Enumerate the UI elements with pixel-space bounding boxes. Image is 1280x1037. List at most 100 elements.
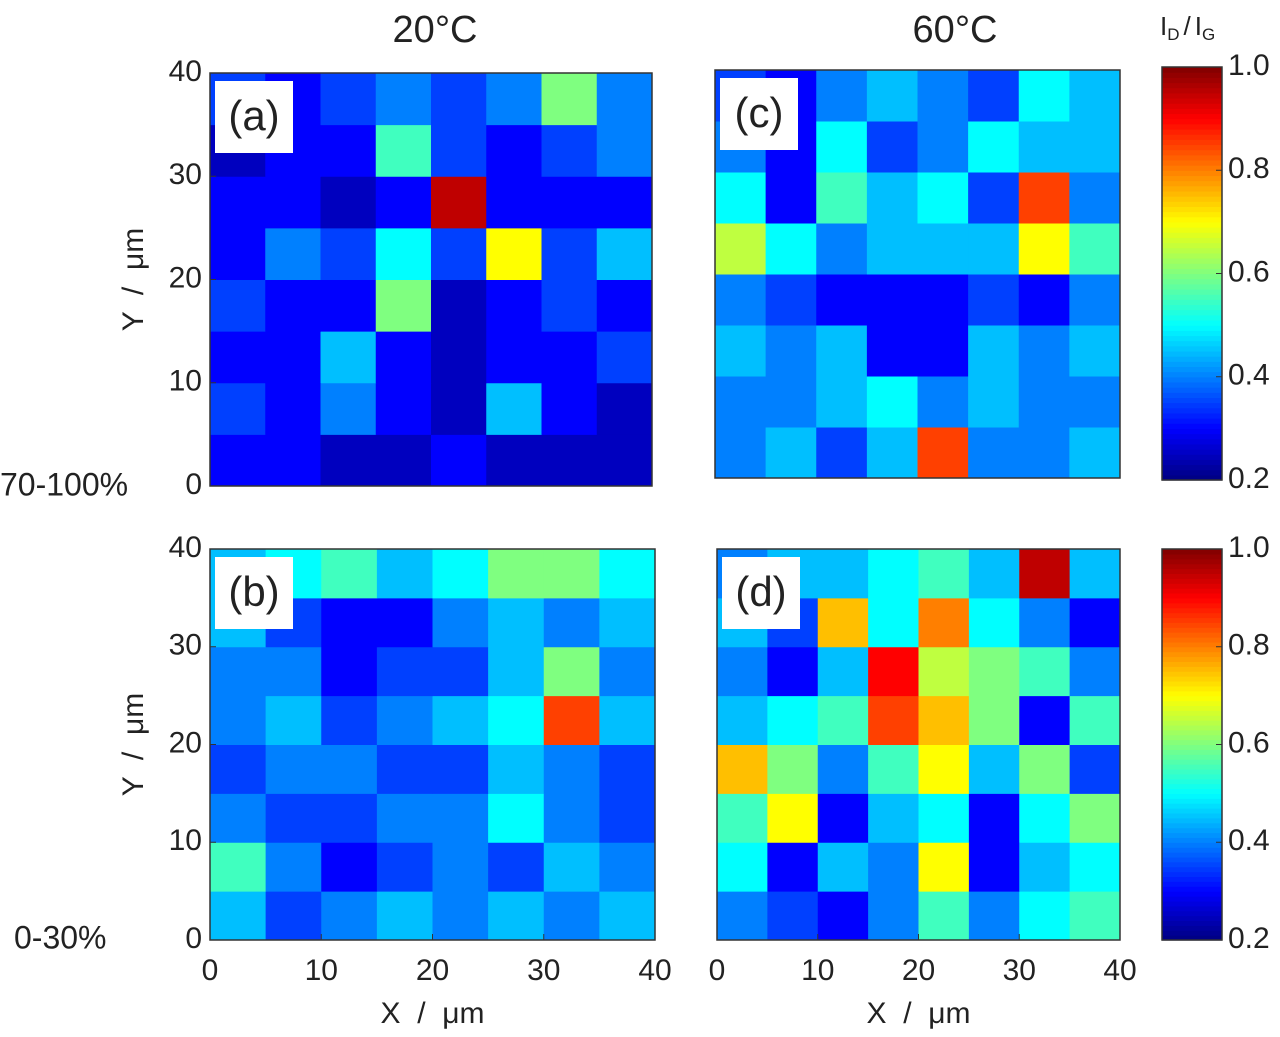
panel-label: (b): [228, 568, 279, 615]
panel-label: (a): [228, 92, 279, 139]
heatmap-cell: [817, 891, 869, 941]
heatmap-cell: [541, 124, 598, 177]
x-axis-label: X / μm: [867, 997, 971, 1030]
heatmap-cell: [376, 842, 433, 892]
heatmap-cell: [210, 176, 266, 229]
heatmap-cell: [918, 744, 970, 794]
colorbar-segment: [1162, 588, 1222, 594]
heatmap-cell: [265, 793, 322, 843]
heatmap-cell: [376, 646, 433, 697]
colorbar-segment: [1162, 607, 1222, 614]
colorbar-segment: [1162, 935, 1222, 941]
y-axis-label: Y / μm: [117, 693, 150, 796]
heatmap-cell: [375, 279, 432, 332]
colorbar-segment: [1162, 573, 1222, 579]
colorbar-segment: [1162, 454, 1222, 460]
colorbar-segment: [1162, 583, 1222, 589]
heatmap-cell: [968, 172, 1020, 224]
heatmap-cell: [1069, 427, 1121, 479]
colorbar-segment: [1162, 812, 1222, 819]
colorbar-segment: [1162, 67, 1222, 73]
colorbar-segment: [1162, 469, 1222, 476]
colorbar-segment: [1162, 387, 1222, 393]
heatmap-cell: [432, 744, 489, 794]
colorbar-label: ID / IG: [1160, 11, 1215, 45]
heatmap-cell: [210, 382, 266, 435]
heatmap-cell: [210, 434, 266, 487]
colorbar-segment: [1162, 418, 1222, 424]
colorbar-tick-label: 0.2: [1228, 462, 1270, 495]
heatmap-cell: [1069, 549, 1121, 599]
heatmap-cell: [1069, 744, 1121, 794]
colorbar-segment: [1162, 175, 1222, 182]
heatmap-cell: [486, 434, 542, 487]
colorbar-segment: [1162, 190, 1222, 197]
colorbar-segment: [1162, 837, 1222, 843]
colorbar-segment: [1162, 474, 1222, 481]
colorbar-segment: [1162, 764, 1222, 770]
heatmap-cell: [715, 223, 767, 275]
colorbar-segment: [1162, 185, 1222, 192]
panel-label-box: [215, 81, 293, 153]
colorbar-segment: [1162, 866, 1222, 873]
heatmap-cell: [596, 227, 653, 280]
heatmap-cell: [866, 121, 918, 173]
x-tick-label: 10: [801, 954, 834, 987]
heatmap-cell: [715, 274, 767, 326]
colorbar-segment: [1162, 700, 1222, 706]
heatmap-cell: [816, 376, 868, 428]
colorbar-segment: [1162, 685, 1222, 692]
colorbar-label-part: D: [1167, 25, 1179, 44]
colorbar-segment: [1162, 783, 1222, 790]
plot-frame: [714, 69, 1121, 479]
colorbar-tick-label: 0.6: [1228, 726, 1270, 759]
panel-label-box: [722, 557, 800, 629]
column-title: 60°C: [913, 9, 998, 51]
heatmap-cell: [917, 121, 969, 173]
heatmap-cell: [868, 597, 919, 648]
heatmap-cell: [486, 227, 542, 280]
heatmap-cell: [767, 842, 819, 892]
colorbar-segment: [1162, 118, 1222, 125]
y-tick-label: 30: [169, 158, 202, 191]
heatmap-cell: [543, 744, 600, 794]
y-axis-label: Y / μm: [117, 228, 150, 331]
colorbar-segment: [1162, 900, 1222, 907]
heatmap-cell: [817, 842, 869, 892]
heatmap-cell: [375, 176, 432, 229]
row-label: 0-30%: [14, 919, 107, 955]
colorbar-segment: [1162, 710, 1222, 716]
heatmap-cell: [1019, 891, 1071, 941]
heatmap-cell: [717, 646, 768, 697]
heatmap-cell: [918, 646, 970, 697]
heatmap-cell: [816, 70, 868, 122]
heatmap-cell: [1019, 744, 1071, 794]
heatmap-cell: [596, 176, 653, 229]
colorbar-segment: [1162, 392, 1222, 398]
heatmap-cell: [1069, 376, 1121, 428]
colorbar-segment: [1162, 278, 1222, 285]
heatmap-cell: [918, 891, 970, 941]
colorbar-segment: [1162, 325, 1222, 331]
heatmap-cell: [375, 434, 432, 487]
colorbar-segment: [1162, 724, 1222, 731]
heatmap-cell: [1069, 172, 1121, 224]
colorbar-tick-label: 1.0: [1228, 531, 1270, 564]
colorbar-segment: [1162, 856, 1222, 863]
heatmap-cell: [320, 279, 377, 332]
colorbar-segment: [1162, 871, 1222, 878]
heatmap-cell: [968, 274, 1020, 326]
heatmap-cell: [717, 891, 768, 941]
colorbar-segment: [1162, 402, 1222, 409]
panel-label: (c): [735, 89, 784, 136]
colorbar-segment: [1162, 661, 1222, 667]
colorbar-segment: [1162, 314, 1222, 321]
heatmap-cell: [488, 842, 545, 892]
heatmap-cell: [210, 331, 266, 384]
heatmap-cell: [968, 695, 1020, 745]
heatmap-cell: [541, 73, 598, 126]
colorbar-segment: [1162, 930, 1222, 936]
colorbar-segment: [1162, 832, 1222, 838]
heatmap-cell: [431, 331, 487, 384]
